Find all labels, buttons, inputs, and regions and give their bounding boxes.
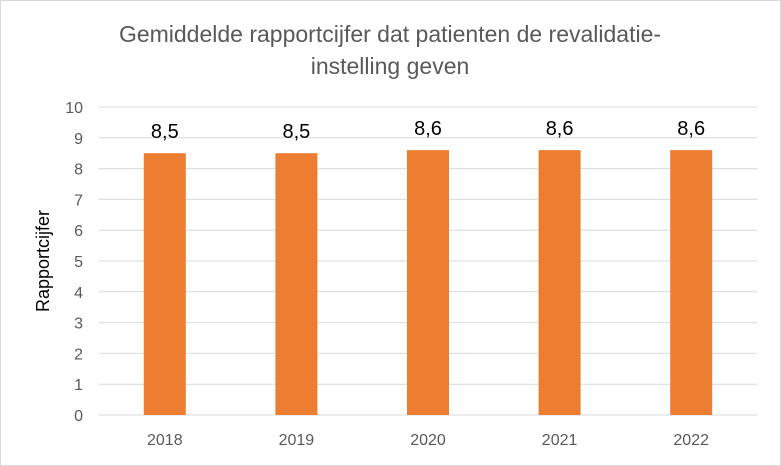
y-axis-ticks: 0 1 2 3 4 5 6 7 8 9 10 (65, 100, 83, 425)
x-tick-label: 2018 (147, 432, 183, 449)
y-tick-label: 9 (74, 131, 83, 148)
y-tick-label: 6 (74, 223, 83, 240)
x-axis-ticks: 2018 2019 2020 2021 2022 (147, 432, 709, 449)
bar-2021 (538, 150, 581, 415)
y-tick-label: 7 (74, 192, 83, 209)
data-label: 8,6 (414, 118, 442, 140)
y-tick-label: 0 (74, 408, 83, 425)
bar-2019 (275, 153, 318, 415)
data-label: 8,5 (282, 121, 310, 143)
y-tick-label: 5 (74, 254, 83, 271)
chart-title-line-2: instelling geven (310, 53, 470, 79)
y-tick-label: 2 (74, 346, 83, 363)
bar-2020 (407, 150, 449, 415)
y-tick-label: 4 (74, 285, 83, 302)
bars (143, 150, 713, 415)
y-axis-title: Rapportcijfer (33, 210, 53, 312)
chart-title-line-1: Gemiddelde rapportcijfer dat patienten d… (118, 21, 662, 47)
data-label: 8,6 (546, 118, 574, 140)
y-tick-label: 10 (65, 100, 83, 117)
y-tick-label: 3 (74, 316, 83, 333)
y-tick-label: 1 (74, 377, 83, 394)
x-tick-label: 2019 (279, 432, 315, 449)
y-tick-label: 8 (74, 162, 83, 179)
data-labels: 8,5 8,5 8,6 8,6 8,6 (151, 118, 705, 143)
x-tick-label: 2022 (673, 432, 709, 449)
data-label: 8,5 (151, 121, 179, 143)
x-tick-label: 2020 (410, 432, 446, 449)
data-label: 8,6 (677, 118, 705, 140)
x-tick-label: 2021 (542, 432, 578, 449)
bar-2018 (143, 153, 186, 415)
bar-2022 (670, 150, 713, 415)
